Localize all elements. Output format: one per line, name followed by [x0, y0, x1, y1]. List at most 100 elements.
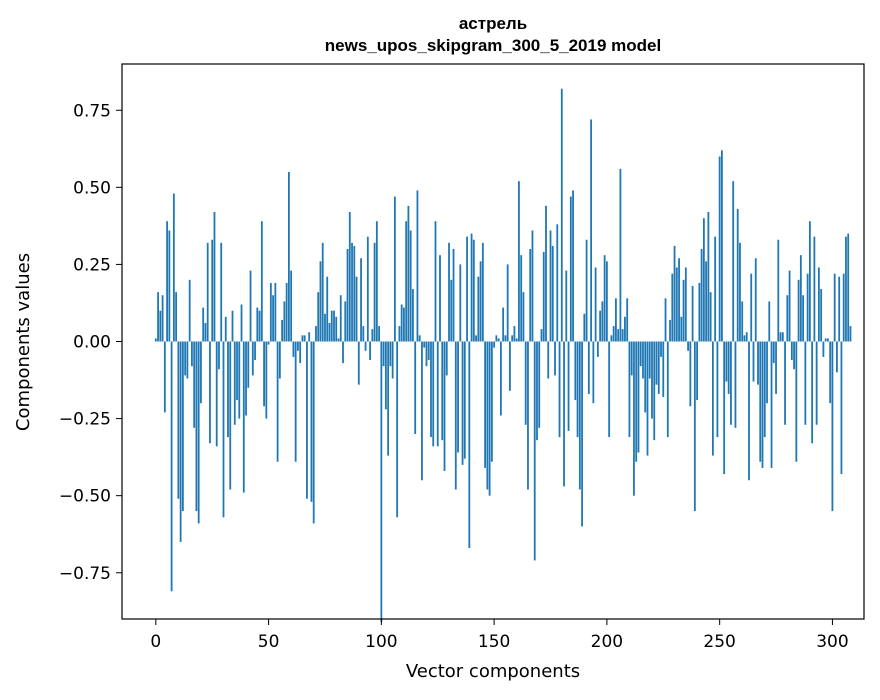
x-tick-label: 150: [478, 632, 510, 652]
bar: [527, 341, 529, 490]
bar: [285, 282, 288, 342]
bar: [242, 341, 245, 493]
bar: [488, 341, 491, 496]
bar: [315, 326, 317, 342]
bar: [831, 341, 834, 512]
bar: [213, 212, 216, 342]
bar: [660, 341, 662, 357]
bar: [249, 270, 252, 342]
bar: [373, 242, 376, 342]
bar: [274, 282, 277, 342]
bar: [432, 341, 435, 447]
bar: [448, 242, 450, 342]
bar: [355, 276, 358, 342]
bar: [170, 341, 173, 592]
bar: [157, 292, 159, 342]
bar: [542, 252, 545, 342]
bar: [732, 181, 735, 342]
bar: [409, 230, 412, 342]
bar: [845, 236, 847, 342]
bar: [486, 341, 489, 490]
bar: [646, 341, 649, 456]
bar: [326, 276, 329, 342]
bar: [254, 341, 256, 360]
bar: [297, 341, 299, 351]
bar: [479, 261, 482, 342]
bar: [416, 190, 419, 342]
bar: [540, 329, 543, 342]
bar: [637, 341, 640, 453]
bar: [346, 249, 349, 342]
chart-title: астрель: [459, 14, 527, 33]
bar: [312, 341, 315, 524]
bar: [781, 332, 784, 342]
bar: [504, 335, 507, 342]
plot-frame: [121, 63, 865, 620]
bar: [495, 335, 498, 342]
bar: [655, 341, 658, 385]
bar: [233, 341, 236, 425]
bar: [560, 88, 563, 342]
bar: [768, 301, 771, 342]
bar: [459, 264, 462, 342]
bar: [251, 341, 254, 376]
bar: [752, 341, 755, 382]
bar: [215, 341, 218, 447]
bar: [842, 273, 845, 342]
bar: [662, 341, 665, 397]
bar: [702, 218, 705, 342]
bar: [605, 261, 608, 342]
bar: [750, 273, 753, 342]
bar: [339, 295, 342, 342]
bar: [790, 341, 793, 360]
bar: [745, 332, 748, 342]
bar: [224, 316, 227, 342]
bar: [303, 335, 306, 342]
bar: [748, 341, 750, 481]
bar: [269, 282, 272, 342]
bar: [754, 258, 757, 342]
bar: [161, 295, 164, 342]
x-tick-label: 100: [365, 632, 397, 652]
bar: [808, 221, 811, 342]
bar: [400, 304, 403, 342]
bar: [247, 341, 250, 388]
bar: [497, 338, 500, 342]
bar: [186, 341, 189, 379]
bar: [797, 279, 800, 342]
bar: [188, 279, 191, 342]
bar: [725, 341, 728, 382]
bar: [847, 233, 850, 342]
bar: [434, 221, 437, 342]
bar: [457, 341, 459, 453]
bar: [849, 326, 852, 342]
bar: [648, 341, 651, 379]
bar: [245, 341, 247, 416]
bar: [324, 313, 326, 342]
bar: [624, 316, 626, 342]
bar: [267, 341, 270, 345]
bar: [596, 341, 599, 357]
bar: [287, 171, 290, 342]
bar: [813, 236, 816, 342]
bar: [554, 341, 556, 376]
bar: [576, 341, 579, 438]
bar: [581, 341, 583, 527]
bar: [306, 341, 308, 499]
bar: [617, 329, 620, 342]
bar: [195, 341, 198, 512]
y-tick-label: 0.50: [73, 178, 111, 198]
bar: [666, 341, 669, 438]
bar: [396, 341, 399, 518]
bar: [258, 310, 261, 342]
bar: [741, 301, 744, 342]
bar: [673, 245, 676, 342]
bar: [499, 341, 502, 416]
bar: [615, 298, 617, 342]
x-tick-label: 300: [816, 632, 848, 652]
bar: [475, 335, 477, 342]
bar: [766, 341, 768, 404]
bar: [412, 289, 414, 342]
